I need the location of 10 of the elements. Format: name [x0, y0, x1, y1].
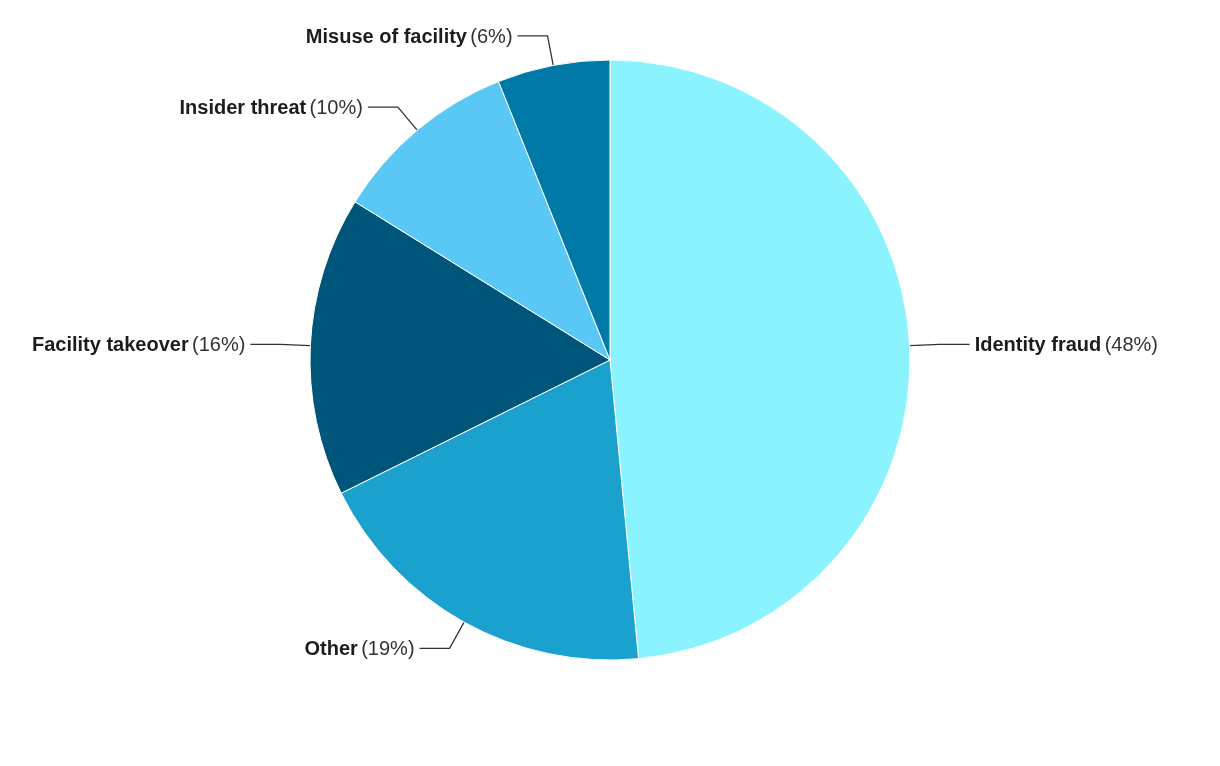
data-label: (16%) [192, 333, 246, 356]
data-label: (10%) [309, 96, 363, 119]
data-label: (19%) [361, 637, 415, 660]
data-label: (6%) [470, 24, 513, 47]
slice-label: Other [304, 637, 359, 660]
data-label: (48%) [1104, 333, 1158, 356]
slice-label: Misuse of facility [305, 24, 468, 47]
slice-label: Identity fraud [974, 333, 1102, 356]
slice-label: Insider threat [179, 96, 307, 119]
slice-label: Facility takeover [31, 333, 189, 356]
